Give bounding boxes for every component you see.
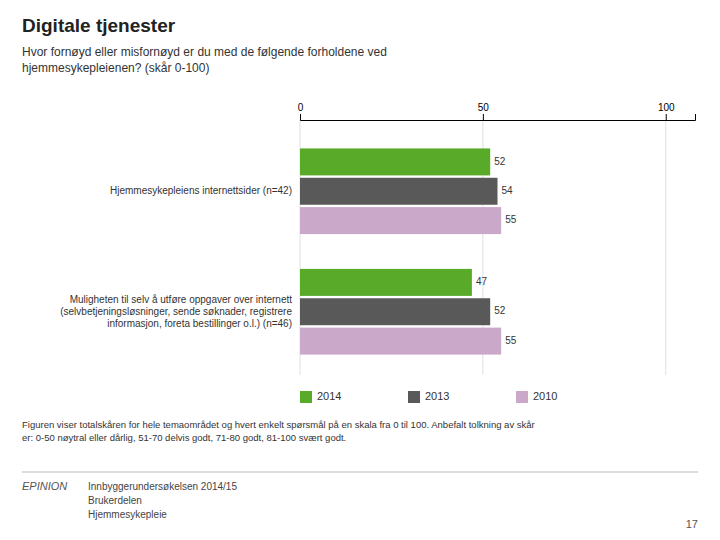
legend-swatch [300, 391, 312, 403]
data-label: 52 [494, 305, 506, 316]
tick-label: 0 [298, 102, 304, 113]
bar [300, 328, 501, 355]
text-line: Hvor fornøyd eller misfornøyd er du med … [22, 45, 387, 59]
data-label: 52 [494, 156, 506, 167]
chart: Digitale tjenester Hvor fornøyd eller mis… [0, 0, 720, 540]
legend-item: 2013 [408, 390, 449, 403]
bar [300, 148, 490, 175]
tick: Muligheten til selv å utføre oppgaver ov… [60, 293, 292, 328]
bar [300, 178, 498, 205]
category-label: Muligheten til selv å utføre oppgaver ov… [60, 293, 292, 328]
text-line: Muligheten til selv å utføre oppgaver ov… [70, 293, 293, 304]
brand: EPINION [22, 480, 67, 492]
bar [300, 298, 490, 325]
page-number: 17 [686, 518, 698, 530]
data-label: 55 [505, 214, 517, 225]
text-line: Hjemmesykepleiens internettsider (n=42) [110, 185, 292, 196]
category-label: Hjemmesykepleiens internettsider (n=42) [110, 185, 292, 196]
legend-item: 2014 [300, 390, 341, 403]
bar [300, 207, 501, 234]
legend-swatch [408, 391, 420, 403]
text-line: hjemmesykepleienen? (skår 0-100) [22, 61, 209, 75]
data-labels: 52 47 54 52 55 55 [476, 156, 517, 346]
separator [22, 472, 698, 473]
tick-mark [666, 114, 667, 120]
data-label: 54 [502, 185, 514, 196]
legend-label: 2014 [317, 390, 341, 402]
text-line: Hjemmesykepleie [88, 509, 167, 520]
legend-label: 2010 [533, 390, 557, 402]
tick: 50 [478, 102, 490, 120]
tick: 100 [658, 102, 675, 120]
tick-mark [483, 114, 484, 120]
x-axis: 0 50 100 [298, 102, 696, 121]
text-line: informasjon, foreta bestillinger o.l.) (… [107, 317, 292, 328]
tick: Hjemmesykepleiens internettsider (n=42) [110, 185, 292, 196]
tick-mark [300, 114, 301, 120]
text-line: er: 0-50 nøytral eller dårlig, 51-70 del… [22, 432, 346, 443]
text-line: Innbyggerundersøkelsen 2014/15 [88, 481, 237, 492]
footer-text: Innbyggerundersøkelsen 2014/15 Brukerdele… [88, 481, 237, 520]
legend-label: 2013 [425, 390, 449, 402]
data-label: 55 [505, 335, 517, 346]
tick-label: 50 [478, 102, 490, 113]
subtitle: Hvor fornøyd eller misfornøyd er du med … [22, 45, 387, 75]
grid-line [665, 120, 666, 375]
data-label: 47 [476, 276, 488, 287]
footnote: Figuren viser totalskåren for hele temao… [22, 419, 535, 443]
text-line: Figuren viser totalskåren for hele temao… [22, 419, 535, 430]
title: Digitale tjenester [22, 15, 176, 36]
text-line: Brukerdelen [88, 495, 142, 506]
legend: 2014 2013 2010 [300, 390, 557, 403]
tick: 0 [298, 102, 304, 120]
legend-item: 2010 [516, 390, 557, 403]
bar [300, 269, 472, 296]
tick-label: 100 [658, 102, 675, 113]
bars [300, 148, 501, 354]
text-line: (selvbetjeningsløsninger, sende søknader… [60, 305, 292, 316]
annotations: Figuren viser totalskåren for hele temao… [22, 419, 698, 530]
axis-line [301, 114, 696, 121]
legend-swatch [516, 391, 528, 403]
grid [300, 120, 666, 375]
y-axis: Hjemmesykepleiens internettsider (n=42) M… [60, 185, 292, 328]
